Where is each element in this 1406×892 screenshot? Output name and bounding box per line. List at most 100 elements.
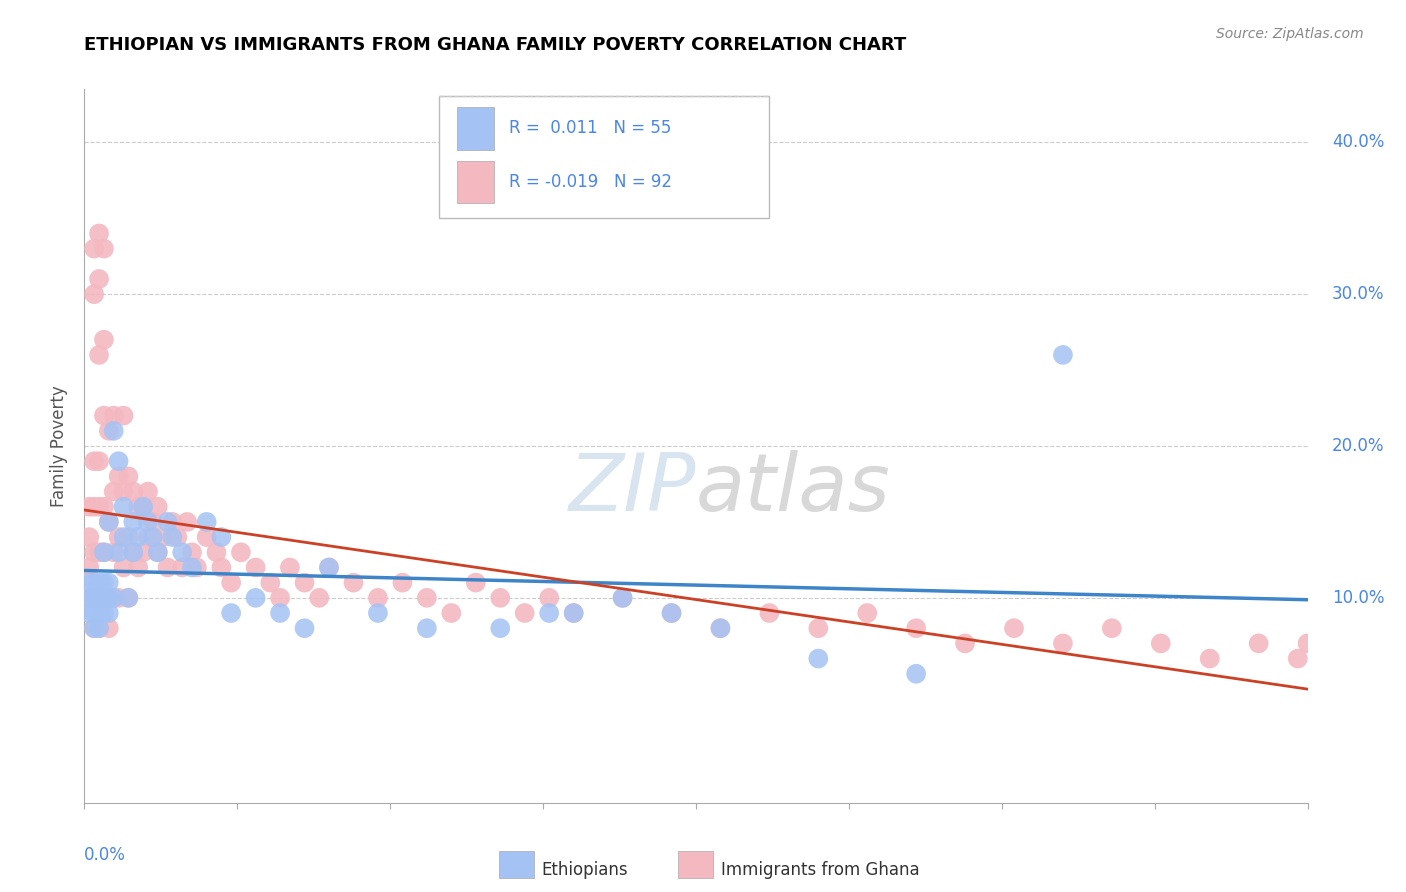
Point xyxy=(416,591,439,605)
Point xyxy=(538,591,561,605)
Point xyxy=(1198,651,1220,665)
Point xyxy=(122,545,145,559)
Point xyxy=(709,621,731,635)
Point xyxy=(308,591,330,605)
Point xyxy=(83,287,105,301)
Point xyxy=(77,606,100,620)
Point xyxy=(142,515,165,529)
Point xyxy=(93,591,115,605)
Point xyxy=(83,242,105,256)
Point xyxy=(83,591,105,605)
Point xyxy=(77,560,100,574)
Point xyxy=(612,591,634,605)
Point xyxy=(83,575,105,590)
Point xyxy=(367,591,389,605)
FancyBboxPatch shape xyxy=(457,107,494,150)
Point xyxy=(905,666,928,681)
Point xyxy=(1286,651,1309,665)
Point xyxy=(122,515,145,529)
Point xyxy=(97,621,120,635)
Point xyxy=(367,606,389,620)
Text: R = -0.019   N = 92: R = -0.019 N = 92 xyxy=(509,173,672,191)
Point xyxy=(112,500,135,514)
Point xyxy=(117,530,139,544)
Point xyxy=(142,530,165,544)
Point xyxy=(162,530,184,544)
Point xyxy=(87,575,110,590)
Point xyxy=(219,575,242,590)
Point xyxy=(97,515,120,529)
Point xyxy=(112,409,135,423)
Point xyxy=(245,591,267,605)
Point xyxy=(219,606,242,620)
Point xyxy=(103,591,125,605)
Point xyxy=(513,606,536,620)
Point xyxy=(77,591,100,605)
Point xyxy=(87,591,110,605)
Text: 30.0%: 30.0% xyxy=(1331,285,1385,303)
Point xyxy=(195,515,218,529)
Point xyxy=(83,545,105,559)
Text: Source: ZipAtlas.com: Source: ZipAtlas.com xyxy=(1216,27,1364,41)
Point xyxy=(93,409,115,423)
Point xyxy=(758,606,780,620)
Point xyxy=(112,530,135,544)
Point xyxy=(269,606,291,620)
Point xyxy=(93,545,115,559)
Point xyxy=(77,591,100,605)
Point xyxy=(107,591,129,605)
Point xyxy=(612,591,634,605)
Point xyxy=(122,484,145,499)
Point xyxy=(132,500,155,514)
Point xyxy=(181,545,204,559)
Point xyxy=(156,560,179,574)
Point xyxy=(107,454,129,468)
Point xyxy=(83,500,105,514)
Point xyxy=(464,575,486,590)
Point xyxy=(93,500,115,514)
Point xyxy=(107,545,129,559)
Point xyxy=(127,560,149,574)
Point xyxy=(195,530,218,544)
Point xyxy=(87,621,110,635)
Text: 20.0%: 20.0% xyxy=(1331,437,1385,455)
Point xyxy=(87,606,110,620)
Point xyxy=(132,500,155,514)
Point xyxy=(97,424,120,438)
Point xyxy=(77,575,100,590)
Point xyxy=(1101,621,1123,635)
Point xyxy=(93,242,115,256)
Point xyxy=(87,591,110,605)
Point xyxy=(97,575,120,590)
FancyBboxPatch shape xyxy=(439,96,769,218)
Point xyxy=(97,606,120,620)
Point xyxy=(318,560,340,574)
Point xyxy=(1247,636,1270,650)
Text: 40.0%: 40.0% xyxy=(1331,133,1385,152)
Point xyxy=(176,515,198,529)
Point xyxy=(181,560,204,574)
Point xyxy=(117,591,139,605)
Point xyxy=(294,621,316,635)
Point xyxy=(103,591,125,605)
Point xyxy=(103,424,125,438)
Point xyxy=(87,500,110,514)
Point xyxy=(1002,621,1025,635)
Point xyxy=(103,484,125,499)
Point xyxy=(146,545,169,559)
Point xyxy=(1052,636,1074,650)
Point xyxy=(807,621,830,635)
Point xyxy=(905,621,928,635)
Point xyxy=(209,530,232,544)
Point xyxy=(562,606,585,620)
Point xyxy=(83,606,105,620)
Point xyxy=(93,575,115,590)
Y-axis label: Family Poverty: Family Poverty xyxy=(51,385,69,507)
Point xyxy=(136,484,159,499)
Point xyxy=(77,530,100,544)
Point xyxy=(93,545,115,559)
Point xyxy=(661,606,683,620)
Point xyxy=(391,575,413,590)
Point xyxy=(661,606,683,620)
Point xyxy=(103,409,125,423)
